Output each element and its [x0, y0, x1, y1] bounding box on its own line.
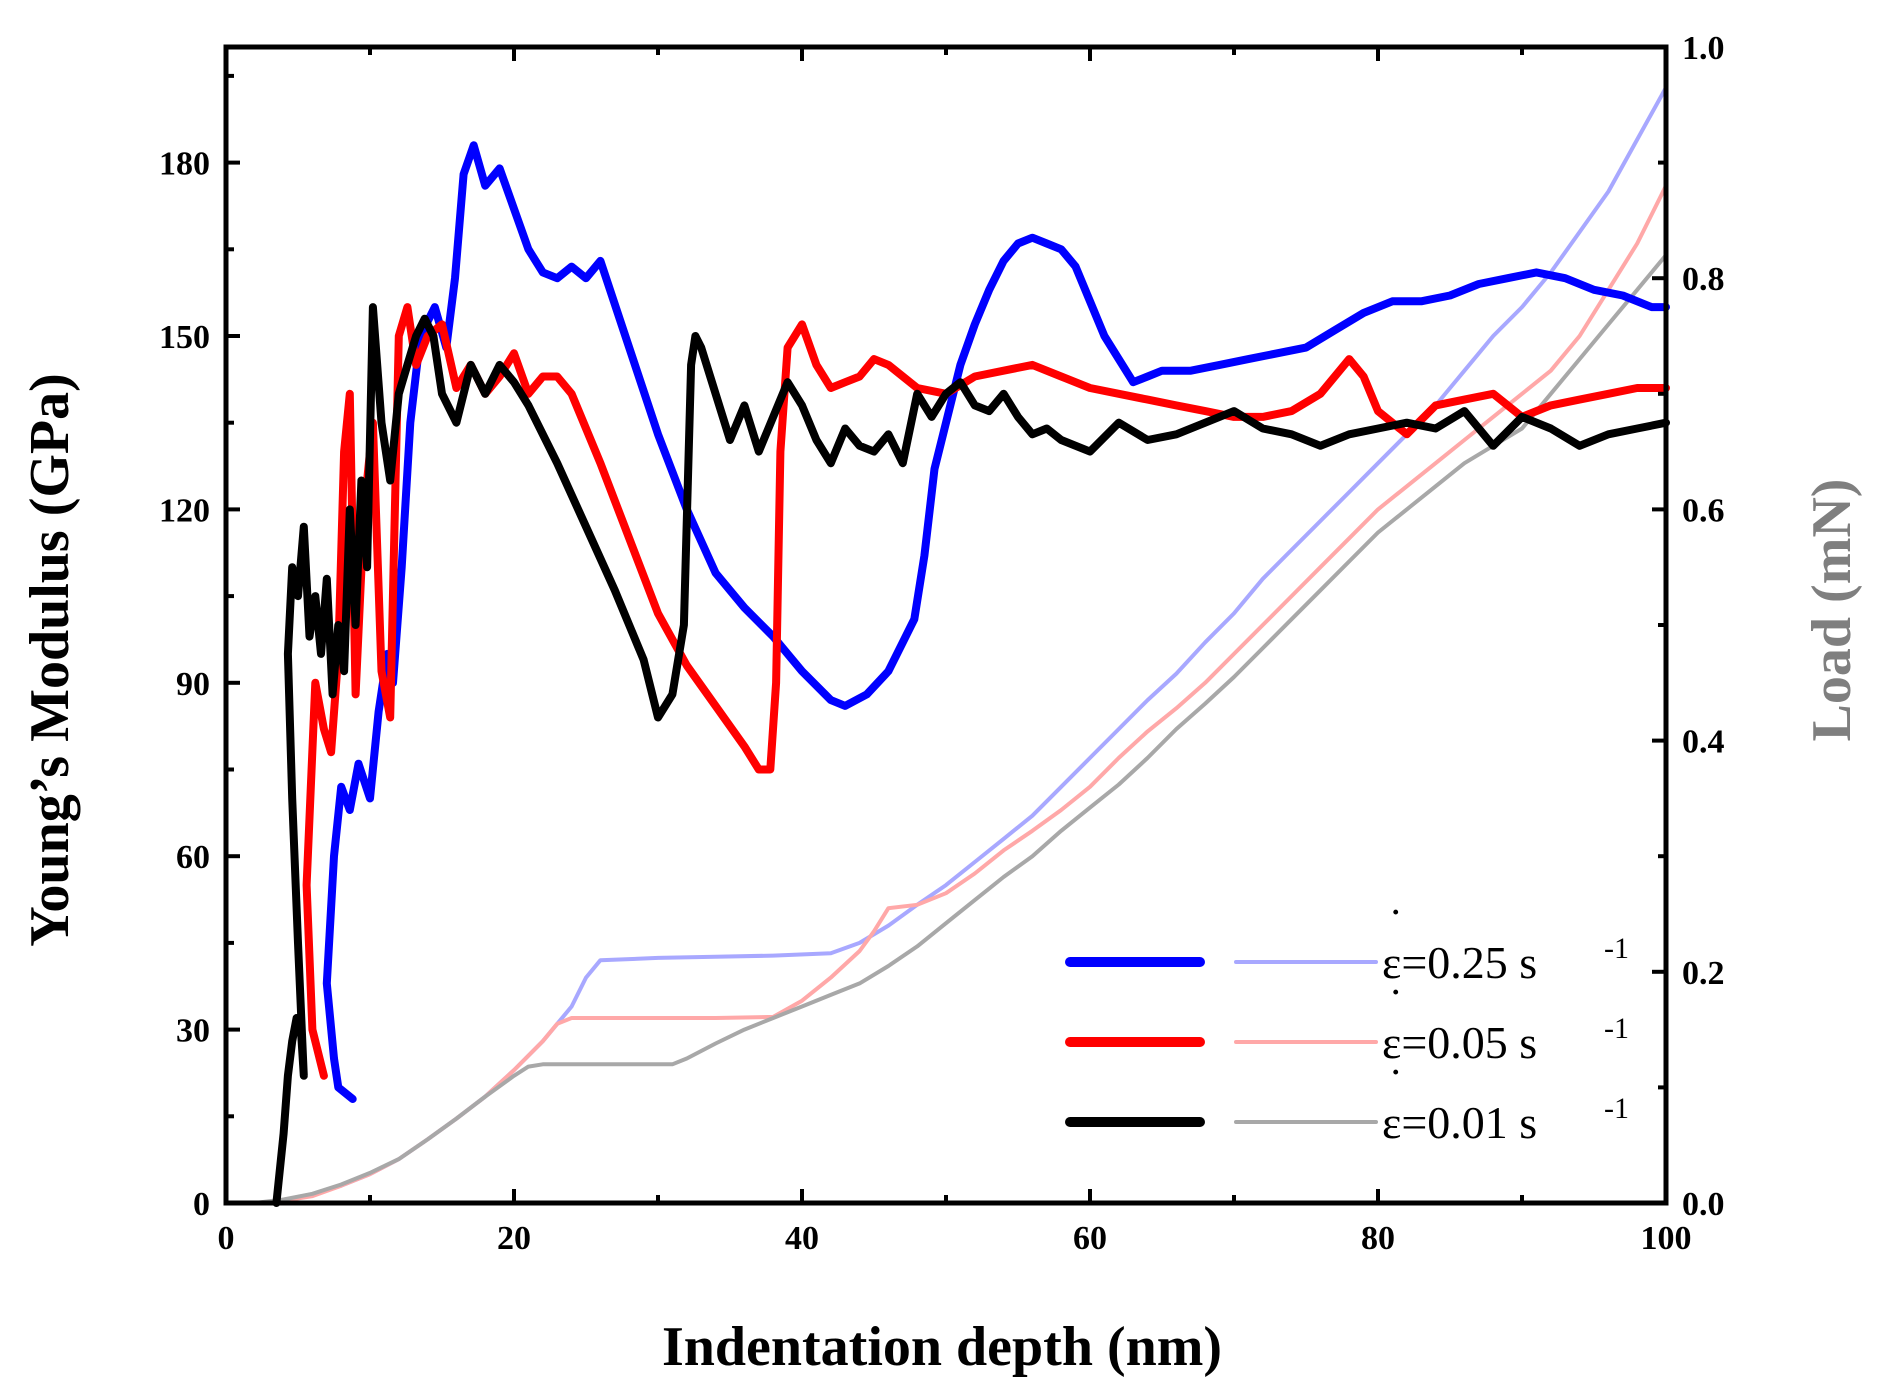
y-left-tick-label: 180 — [159, 146, 210, 183]
series-line-modulus-0-25 — [322, 141, 1670, 1103]
x-tick-label: 80 — [1361, 1220, 1395, 1257]
legend-superscript: -1 — [1604, 932, 1629, 965]
y-left-tick-label: 150 — [159, 319, 210, 356]
series-line-load-0-01 — [224, 253, 1668, 1205]
legend-superscript: -1 — [1604, 1012, 1629, 1045]
y-right-tick-label: 0.8 — [1682, 261, 1725, 298]
x-axis-title: Indentation depth (nm) — [662, 1316, 1222, 1378]
y-right-axis-title: Load (mN) — [1801, 479, 1863, 742]
legend-superscript: -1 — [1604, 1092, 1629, 1125]
legend-rate-dot: ˙ — [1388, 899, 1403, 950]
legend: ε=0.25 s -1˙ε=0.05 s -1˙ε=0.01 s -1˙ — [1065, 899, 1629, 1148]
y-right-tick-label: 0.0 — [1682, 1186, 1725, 1223]
x-tick-label: 40 — [785, 1220, 819, 1257]
y-left-tick-label: 30 — [176, 1013, 210, 1050]
legend-label: ε=0.25 s — [1382, 937, 1537, 988]
y-left-axis-title: Young’s Modulus (GPa) — [19, 373, 81, 947]
axes: 0 20 40 60 80 100 0 30 60 90 120 150 180 0.0 0.2 0.4 0.6… — [159, 30, 1725, 1257]
y-left-tick-label: 90 — [176, 666, 210, 703]
legend-label: ε=0.05 s — [1382, 1017, 1537, 1068]
y-left-tick-label: 120 — [159, 492, 210, 529]
y-right-tick-label: 1.0 — [1682, 30, 1725, 67]
legend-label: ε=0.01 s — [1382, 1097, 1537, 1148]
y-left-tick-label: 0 — [193, 1186, 210, 1223]
x-tick-label: 20 — [497, 1220, 531, 1257]
y-left-tick-label: 60 — [176, 839, 210, 876]
x-tick-label: 60 — [1073, 1220, 1107, 1257]
plot-area — [224, 85, 1670, 1207]
series-line-modulus-0-01 — [272, 303, 1670, 1207]
legend-rate-dot: ˙ — [1388, 979, 1403, 1030]
y-right-tick-label: 0.4 — [1682, 724, 1725, 761]
series-line-modulus-0-05 — [302, 303, 1670, 1080]
y-right-tick-label: 0.2 — [1682, 955, 1725, 992]
x-tick-label: 100 — [1641, 1220, 1692, 1257]
x-tick-label: 0 — [218, 1220, 235, 1257]
legend-rate-dot: ˙ — [1388, 1059, 1403, 1110]
y-right-tick-label: 0.6 — [1682, 492, 1725, 529]
